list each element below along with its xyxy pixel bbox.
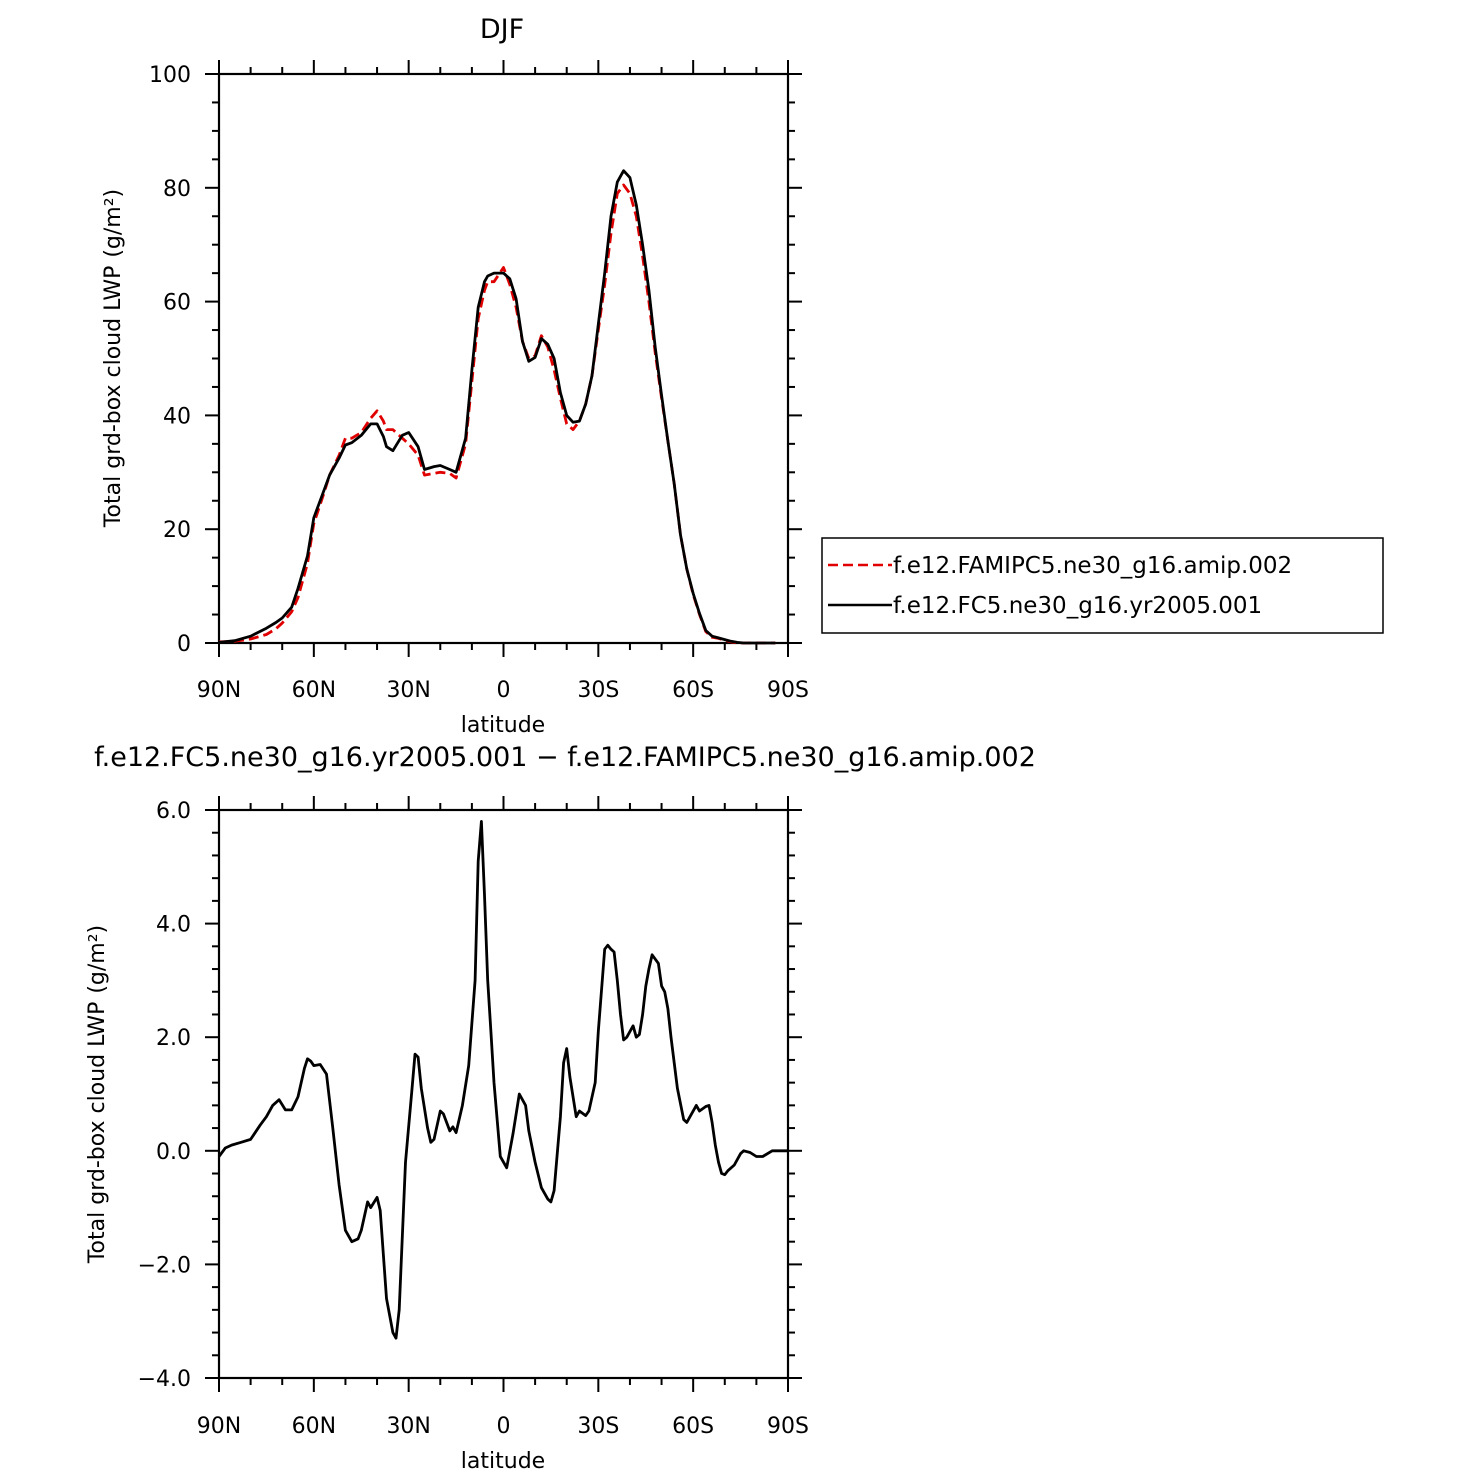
x-tick-label: 30S: [577, 1414, 619, 1439]
bottom-plot-frame: [217, 808, 790, 1380]
top-y-axis-unit: (g/m²): [101, 189, 126, 258]
y-tick-label: −2.0: [138, 1253, 191, 1278]
bottom-ticks: 90N 60N 30N 0 30S 60S 90S −4.0 −2.0 0.0 2.0 4.0 6.0: [138, 796, 809, 1439]
y-tick-label: 60: [163, 291, 191, 316]
legend-box: [821, 537, 1384, 634]
series-line-difference: [217, 820, 788, 1340]
top-ticks: 90N 60N 30N 0 30S 60S 90S 0 20 40 60 80 100: [149, 60, 809, 703]
y-tick-label: 100: [149, 63, 191, 88]
top-plot-frame: [217, 72, 790, 645]
y-tick-label: 0: [177, 632, 191, 657]
x-tick-label: 0: [497, 1414, 511, 1439]
x-tick-label: 60N: [292, 1414, 336, 1439]
y-tick-label: 80: [163, 177, 191, 202]
y-tick-label: 40: [163, 404, 191, 429]
top-chart: DJF 90N 60N 30N 0 30S 60S 90S 0 20 40 60 80 100 lati…: [101, 14, 1384, 738]
top-series-group: [218, 169, 776, 645]
x-tick-label: 60S: [672, 1414, 714, 1439]
y-tick-label: 2.0: [156, 1026, 191, 1051]
bottom-x-axis-title: latitude: [461, 1449, 545, 1474]
bottom-chart-title: f.e12.FC5.ne30_g16.yr2005.001 − f.e12.FA…: [94, 742, 1036, 773]
top-x-axis-title: latitude: [461, 713, 545, 738]
x-tick-label: 60S: [672, 678, 714, 703]
x-tick-label: 90N: [197, 1414, 241, 1439]
y-tick-label: −4.0: [138, 1367, 191, 1392]
x-tick-label: 30N: [386, 1414, 430, 1439]
x-tick-label: 60N: [292, 678, 336, 703]
x-tick-label: 90N: [197, 678, 241, 703]
top-y-axis-title: Total grd-box cloud LWP (g/m²): [101, 189, 126, 528]
bottom-y-axis-label: Total grd-box cloud LWP: [85, 1002, 110, 1265]
bottom-y-axis-title: Total grd-box cloud LWP (g/m²): [85, 925, 110, 1264]
bottom-y-axis-unit: (g/m²): [85, 925, 110, 994]
x-tick-label: 30S: [577, 678, 619, 703]
x-tick-label: 30N: [386, 678, 430, 703]
y-tick-label: 20: [163, 518, 191, 543]
y-tick-label: 6.0: [156, 799, 191, 824]
series-line-fc5: [218, 169, 776, 645]
x-tick-label: 90S: [767, 678, 809, 703]
top-chart-title: DJF: [480, 14, 524, 45]
bottom-series-group: [217, 820, 788, 1340]
legend-label-amip: f.e12.FAMIPC5.ne30_g16.amip.002: [893, 553, 1292, 579]
legend: f.e12.FAMIPC5.ne30_g16.amip.002 f.e12.FC…: [821, 537, 1384, 634]
y-tick-label: 4.0: [156, 913, 191, 938]
x-tick-label: 0: [497, 678, 511, 703]
legend-label-fc5: f.e12.FC5.ne30_g16.yr2005.001: [893, 593, 1262, 619]
x-tick-label: 90S: [767, 1414, 809, 1439]
y-tick-label: 0.0: [156, 1140, 191, 1165]
bottom-chart: f.e12.FC5.ne30_g16.yr2005.001 − f.e12.FA…: [85, 742, 1036, 1474]
top-y-axis-label: Total grd-box cloud LWP: [101, 266, 126, 529]
